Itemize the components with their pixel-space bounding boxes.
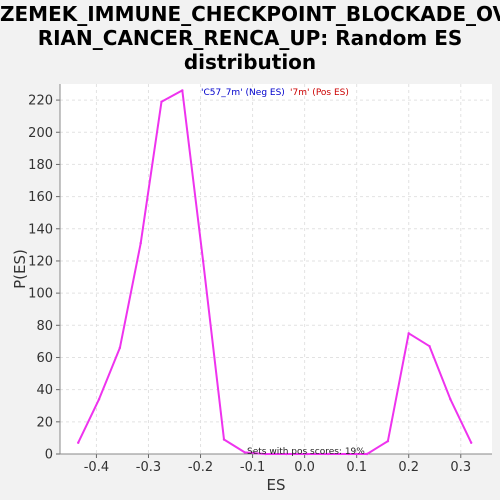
data-point xyxy=(243,451,246,454)
x-tick-label: -0.4 xyxy=(84,460,109,475)
y-tick-label: 80 xyxy=(36,319,53,334)
y-tick-label: 180 xyxy=(28,158,53,173)
y-tick-label: 0 xyxy=(45,448,53,463)
data-point xyxy=(347,452,351,456)
data-point xyxy=(326,452,330,456)
data-point xyxy=(139,242,142,245)
data-point xyxy=(365,452,369,456)
y-tick-label: 200 xyxy=(28,126,53,141)
data-point xyxy=(264,452,267,456)
data-point xyxy=(181,89,184,92)
x-tick-label: -0.2 xyxy=(188,460,213,475)
plot-area xyxy=(60,84,492,454)
y-tick-label: 160 xyxy=(28,190,53,205)
x-tick-label: 0.2 xyxy=(398,460,419,475)
x-tick-label: -0.1 xyxy=(240,460,265,475)
data-point xyxy=(428,345,431,348)
x-tick-label: 0.1 xyxy=(346,460,367,475)
chart-title: ZEMEK_IMMUNE_CHECKPOINT_BLOCKADE_OVA RIA… xyxy=(0,2,500,74)
es-distribution-line xyxy=(77,89,473,455)
chart-title-line-1: ZEMEK_IMMUNE_CHECKPOINT_BLOCKADE_OVA xyxy=(0,2,500,26)
data-point xyxy=(407,332,410,335)
data-point xyxy=(77,441,80,444)
y-axis-label: P(ES) xyxy=(11,249,29,289)
data-point xyxy=(222,438,226,441)
y-tick-label: 20 xyxy=(36,415,53,430)
y-tick-label: 40 xyxy=(36,383,53,398)
data-point xyxy=(160,100,163,103)
axes: 0 20 40 60 80 100 120 140 160 180 200 220 -0.4 -0.3 -0… xyxy=(28,84,492,475)
data-point xyxy=(97,398,101,401)
data-point xyxy=(118,346,122,350)
pos-score-annotation: Sets with pos scores: 19% xyxy=(247,447,365,457)
x-tick-label: 0.0 xyxy=(294,460,315,475)
legend-pos-label: '7m' (Pos ES) xyxy=(290,88,349,98)
legend-neg-label: 'C57_7m' (Neg ES) xyxy=(201,88,285,98)
x-axis-label: ES xyxy=(267,476,286,494)
y-tick-label: 60 xyxy=(36,351,53,366)
y-tick-label: 100 xyxy=(28,287,53,302)
y-tick-label: 220 xyxy=(28,94,53,109)
series-layer xyxy=(77,89,473,456)
x-tick-label: -0.3 xyxy=(136,460,161,475)
y-tick-label: 120 xyxy=(28,254,53,269)
grid-lines xyxy=(60,84,492,455)
y-tick-label: 140 xyxy=(28,222,53,237)
data-point xyxy=(469,441,473,444)
x-tick-label: 0.3 xyxy=(450,460,471,475)
chart-title-line-3: distribution xyxy=(183,50,317,74)
chart-title-line-2: RIAN_CANCER_RENCA_UP: Random ES xyxy=(37,26,463,50)
data-point xyxy=(386,439,390,443)
data-point xyxy=(449,398,452,401)
data-point xyxy=(201,259,205,263)
data-point xyxy=(285,452,288,456)
data-point xyxy=(306,452,309,456)
